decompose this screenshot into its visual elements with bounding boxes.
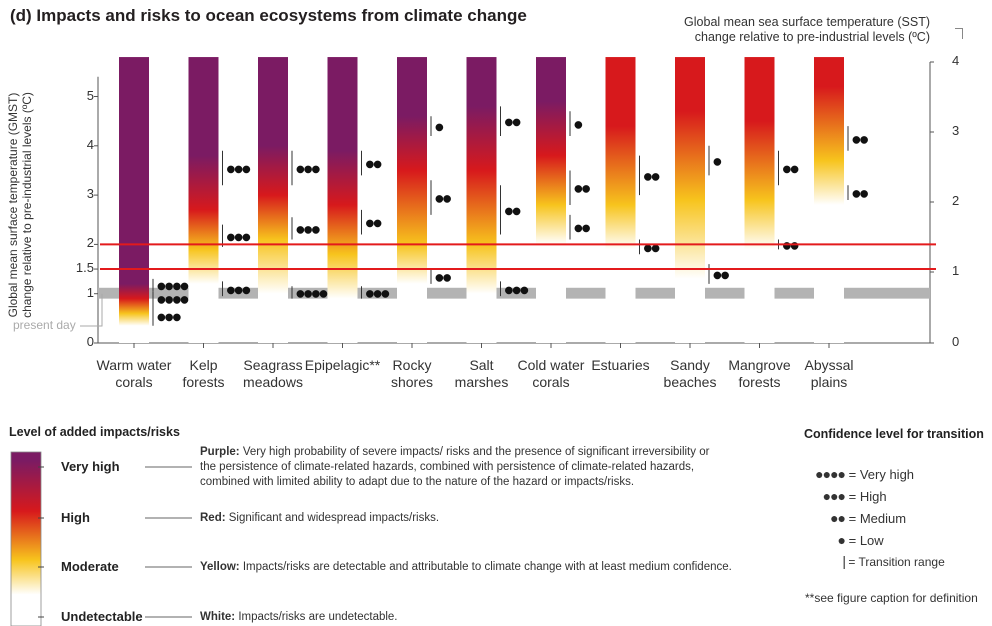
left-tick-label: 3 [86,186,94,202]
confidence-dots: ●● [852,134,869,145]
left-tick-label: 1 [86,284,94,300]
confidence-dots: ●● [366,159,383,170]
confidence-dots: ●● [574,184,591,195]
present-day-band [98,287,930,299]
confidence-dots: ● [713,157,722,168]
category-label: Kelp forests [182,357,225,390]
bar-6 [536,57,566,344]
confidence-dots: ●●● [227,232,251,243]
sst-axis-title: Global mean sea surface temperature (SST… [684,15,930,44]
present-day-label: present day [13,318,76,332]
right-tick-label: 2 [952,193,960,208]
confidence-low: ● = Low [837,532,884,548]
left-tick-label: 0 [86,334,94,349]
legend-desc-red: Red: Significant and widespread impacts/… [200,512,440,524]
confidence-dots: ●●● [296,224,320,235]
legend-desc-yellow: Yellow: Impacts/risks are detectable and… [200,561,732,573]
confidence-dots: ●●● [227,285,251,296]
confidence-dots: ●●● [505,285,529,296]
right-tick-label: 1 [952,263,960,278]
confidence-dots: ● [435,122,444,133]
confidence-medium: ●● = Medium [830,510,907,526]
legend-level-undetectable: Undetectable [61,609,143,624]
bar-3 [327,57,358,344]
category-label: Mangrove forests [728,357,791,390]
confidence-title: Confidence level for transition [804,427,984,441]
legend-desc-purple: Purple: Very high probability of severe … [200,446,710,488]
confidence-dots: ●● [435,194,452,205]
confidence-dots: ●●● [227,164,251,175]
category-label: Salt marshes [454,357,509,390]
confidence-dots: ●● [505,117,522,128]
legend-title: Level of added impacts/risks [9,425,180,439]
confidence-dots: ●● [783,164,800,175]
confidence-high: ●●● = High [822,488,887,504]
confidence-dots: ●● [783,240,800,251]
confidence-dots: ●● [644,243,661,254]
confidence-dots: ●●●● [296,288,328,299]
category-label: Cold water corals [517,357,585,390]
page-title: (d) Impacts and risks to ocean ecosystem… [10,6,527,25]
bar-5 [466,57,497,344]
category-label: Sandy beaches [663,357,717,390]
left-tick-label: 1.5 [75,260,94,276]
confidence-dots: ●●● [296,164,320,175]
bar-10 [814,57,844,344]
bar-1 [188,57,219,344]
confidence-dots: ●●●● [157,295,189,306]
right-tick-label: 3 [952,123,960,138]
category-label: Warm water corals [96,357,172,390]
bar-2 [258,57,288,344]
arrow-down-icon [955,28,963,39]
left-tick-label: 2 [86,235,94,251]
legend-level-very-high: Very high [61,459,120,474]
confidence-dots: ●●● [157,312,181,323]
confidence-dots: ●● [505,206,522,217]
bar-4 [397,57,427,344]
confidence-dots: ●● [713,270,730,281]
confidence-dots: ●● [852,189,869,200]
present-day-pointer [80,293,103,327]
legend-level-moderate: Moderate [61,559,119,574]
confidence-dots: ●●● [366,288,390,299]
category-label: Epipelagic** [304,357,381,373]
category-label: Seagrass meadows [243,357,303,390]
confidence-dots: ●● [574,223,591,234]
confidence-dots: ●● [435,272,452,283]
left-tick-label: 5 [86,87,94,103]
bar-0 [119,57,149,344]
category-label: Rocky shores [390,357,434,390]
bar-9 [744,57,775,344]
confidence-dots: ●● [644,171,661,182]
confidence-dots: ●●●● [157,281,189,292]
confidence-very-high: ●●●● = Very high [815,466,915,482]
confidence-dots: ● [574,120,583,131]
right-tick-label: 0 [952,334,960,349]
bar-8 [675,57,705,344]
confidence-transition-range: | = Transition range [842,553,945,569]
category-label: Abyssal plains [804,357,854,390]
right-tick-label: 4 [952,53,960,68]
category-label: Estuaries [591,357,650,373]
bar-7 [605,57,636,344]
legend-level-high: High [61,510,90,525]
footnote: **see figure caption for definition [805,591,978,605]
left-tick-label: 4 [86,136,94,152]
legend-desc-white: White: Impacts/risks are undetectable. [200,611,398,623]
confidence-dots: ●● [366,218,383,229]
